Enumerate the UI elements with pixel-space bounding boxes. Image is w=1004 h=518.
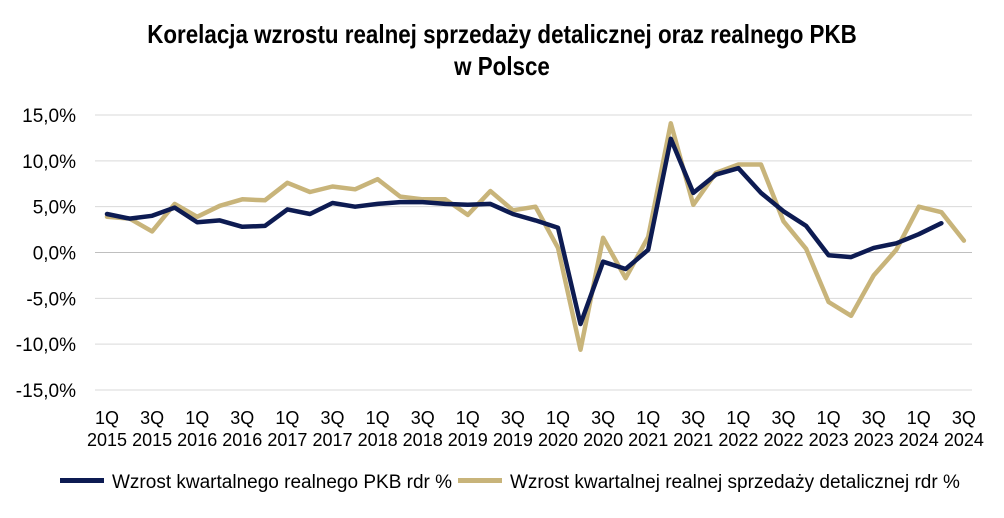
- y-tick-label: -5,0%: [26, 289, 76, 310]
- x-tick-label-year: 2019: [493, 430, 533, 450]
- legend-label-gdp: Wzrost kwartalnego realnego PKB rdr %: [112, 472, 453, 493]
- y-tick-label: -10,0%: [16, 335, 76, 356]
- x-tick-label-quarter: 3Q: [681, 408, 705, 428]
- x-tick-label-year: 2016: [177, 430, 217, 450]
- gridlines: [95, 114, 972, 391]
- x-tick-label-quarter: 3Q: [771, 408, 795, 428]
- x-tick-label-year: 2018: [358, 430, 398, 450]
- x-tick-label-year: 2024: [944, 430, 984, 450]
- x-tick-label-year: 2020: [583, 430, 623, 450]
- x-tick-label-year: 2021: [673, 430, 713, 450]
- x-tick-label-quarter: 3Q: [230, 408, 254, 428]
- x-tick-label-year: 2024: [899, 430, 939, 450]
- x-tick-label-year: 2016: [222, 430, 262, 450]
- chart-title-line-1: Korelacja wzrostu realnej sprzedaży deta…: [147, 19, 857, 49]
- x-tick-label-quarter: 3Q: [411, 408, 435, 428]
- legend-item-retail: Wzrost kwartalnej realnej sprzedaży deta…: [458, 472, 960, 494]
- x-tick-label-year: 2017: [267, 430, 307, 450]
- x-tick-label-year: 2019: [448, 430, 488, 450]
- x-tick-label-year: 2022: [718, 430, 758, 450]
- x-axis-tick-labels: 1Q20153Q20151Q20163Q20161Q20173Q20171Q20…: [87, 408, 984, 450]
- x-tick-label-quarter: 3Q: [952, 408, 976, 428]
- chart-title-line-2: w Polsce: [454, 51, 550, 81]
- x-tick-label-year: 2022: [763, 430, 803, 450]
- x-tick-label-year: 2015: [87, 430, 127, 450]
- y-tick-label: 5,0%: [33, 198, 76, 219]
- x-tick-label-quarter: 3Q: [140, 408, 164, 428]
- x-tick-label-year: 2023: [809, 430, 849, 450]
- x-tick-label-year: 2018: [403, 430, 443, 450]
- x-tick-label-year: 2015: [132, 430, 172, 450]
- legend-swatch-gdp: [60, 478, 104, 484]
- y-tick-label: 15,0%: [22, 106, 76, 127]
- x-tick-label-quarter: 3Q: [862, 408, 886, 428]
- x-tick-label-quarter: 1Q: [366, 408, 390, 428]
- series-lines: [104, 121, 967, 352]
- legend-label-retail: Wzrost kwartalnej realnej sprzedaży deta…: [510, 472, 960, 493]
- y-tick-label: 0,0%: [33, 244, 76, 265]
- x-tick-label-quarter: 1Q: [275, 408, 299, 428]
- x-tick-label-quarter: 1Q: [546, 408, 570, 428]
- x-tick-label-quarter: 1Q: [726, 408, 750, 428]
- x-tick-label-year: 2020: [538, 430, 578, 450]
- legend-item-gdp: Wzrost kwartalnego realnego PKB rdr %: [60, 472, 452, 494]
- y-tick-label: -15,0%: [16, 381, 76, 402]
- x-tick-label-quarter: 1Q: [636, 408, 660, 428]
- x-tick-label-quarter: 1Q: [456, 408, 480, 428]
- x-tick-label-year: 2017: [312, 430, 352, 450]
- y-tick-label: 10,0%: [22, 152, 76, 173]
- series-line-retail: [104, 121, 967, 352]
- x-tick-label-quarter: 1Q: [817, 408, 841, 428]
- y-axis-tick-labels: 15,0% 10,0% 5,0% 0,0% -5,0% -10,0% -15,0%: [16, 106, 76, 402]
- legend-swatch-retail: [458, 478, 502, 484]
- x-tick-label-quarter: 3Q: [591, 408, 615, 428]
- series-line-gdp: [104, 136, 944, 327]
- x-tick-label-quarter: 1Q: [95, 408, 119, 428]
- chart-title: Korelacja wzrostu realnej sprzedaży deta…: [70, 18, 933, 82]
- x-tick-label-quarter: 3Q: [501, 408, 525, 428]
- x-tick-label-quarter: 3Q: [320, 408, 344, 428]
- x-tick-label-year: 2023: [854, 430, 894, 450]
- x-tick-label-year: 2021: [628, 430, 668, 450]
- x-tick-label-quarter: 1Q: [185, 408, 209, 428]
- x-tick-label-quarter: 1Q: [907, 408, 931, 428]
